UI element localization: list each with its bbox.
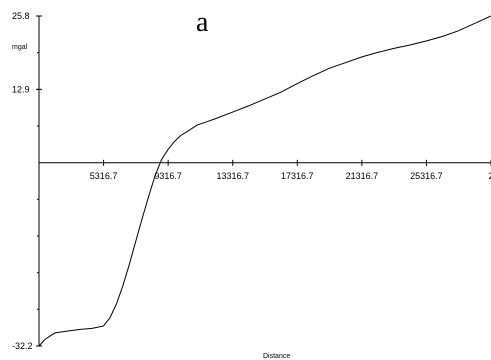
x-tick-label: 17316.7 [281,171,314,181]
panel-label: a [196,7,209,38]
y-tick-label: -32.2 [12,341,33,351]
y-axis-label: mgal [12,44,28,51]
y-tick-label: 25.8 [12,11,30,21]
tick-labels: -32.2 12.9 25.8 5316.7 9316.7 13316.7 17316.7 2… [12,11,491,351]
x-axis-label: Distance [263,353,290,360]
x-tick-label: 5316.7 [90,171,118,181]
x-tick-label: 9316.7 [154,171,182,181]
ticks [36,15,491,347]
x-tick-label: 13316.7 [216,171,249,181]
x-tick-label: 2 [488,171,491,181]
series-line [38,15,491,347]
x-tick-label: 25316.7 [410,171,443,181]
y-tick-label: 12.9 [12,84,30,94]
axes [38,16,491,346]
x-tick-label: 21316.7 [346,171,379,181]
